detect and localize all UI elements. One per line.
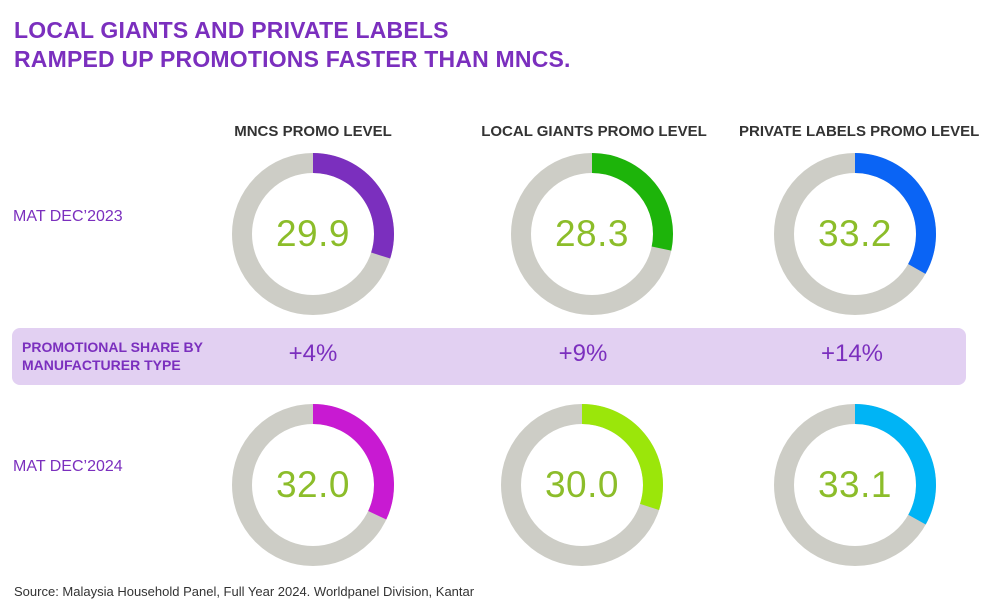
donut-value: 32.0	[275, 464, 350, 505]
donut-private-labels-2024: 33.1	[770, 400, 940, 570]
donut-segment	[854, 153, 936, 274]
band-label: PROMOTIONAL SHARE BY MANUFACTURER TYPE	[22, 338, 203, 374]
donut-segment	[312, 153, 394, 259]
change-private-labels: +14%	[820, 340, 884, 367]
donut-local-giants-2023: 28.3	[507, 149, 677, 319]
column-header-mncs: MNCS PROMO LEVEL	[234, 123, 392, 140]
donut-private-labels-2023: 33.2	[770, 149, 940, 319]
donut-segment	[854, 404, 936, 525]
row-label-2023: MAT DEC’2023	[13, 208, 123, 225]
band-label-line-2: MANUFACTURER TYPE	[22, 357, 181, 373]
title-line-1: LOCAL GIANTS AND PRIVATE LABELS	[14, 17, 449, 43]
change-mncs: +4%	[288, 340, 338, 367]
donut-chart-svg	[232, 404, 394, 566]
row-label-2024: MAT DEC’2024	[13, 458, 123, 475]
column-header-private-labels: PRIVATE LABELS PROMO LEVEL	[739, 123, 980, 140]
donut-chart-svg	[511, 153, 673, 315]
donut-segment	[312, 404, 394, 520]
donut-segment	[581, 404, 663, 511]
donut-value: 33.2	[817, 213, 892, 254]
donut-value: 33.1	[817, 464, 892, 505]
band-label-line-1: PROMOTIONAL SHARE BY	[22, 339, 203, 355]
donut-chart-svg	[232, 153, 394, 315]
donut-chart-svg	[774, 404, 936, 566]
donut-chart-svg	[501, 404, 663, 566]
donut-value: 28.3	[554, 213, 629, 254]
donut-local-giants-2024: 30.0	[497, 400, 667, 570]
donut-value: 29.9	[275, 213, 350, 254]
donut-mncs-2024: 32.0	[228, 400, 398, 570]
donut-chart-svg	[774, 153, 936, 315]
column-header-local-giants: LOCAL GIANTS PROMO LEVEL	[481, 123, 707, 140]
change-local-giants: +9%	[558, 340, 608, 367]
chart-title: LOCAL GIANTS AND PRIVATE LABELS RAMPED U…	[14, 16, 571, 74]
donut-mncs-2023: 29.9	[228, 149, 398, 319]
donut-segment	[591, 153, 673, 251]
donut-value: 30.0	[544, 464, 619, 505]
promotional-share-band: PROMOTIONAL SHARE BY MANUFACTURER TYPE +…	[12, 328, 966, 385]
source-note: Source: Malaysia Household Panel, Full Y…	[14, 584, 475, 599]
title-line-2: RAMPED UP PROMOTIONS FASTER THAN MNCS.	[14, 46, 571, 72]
